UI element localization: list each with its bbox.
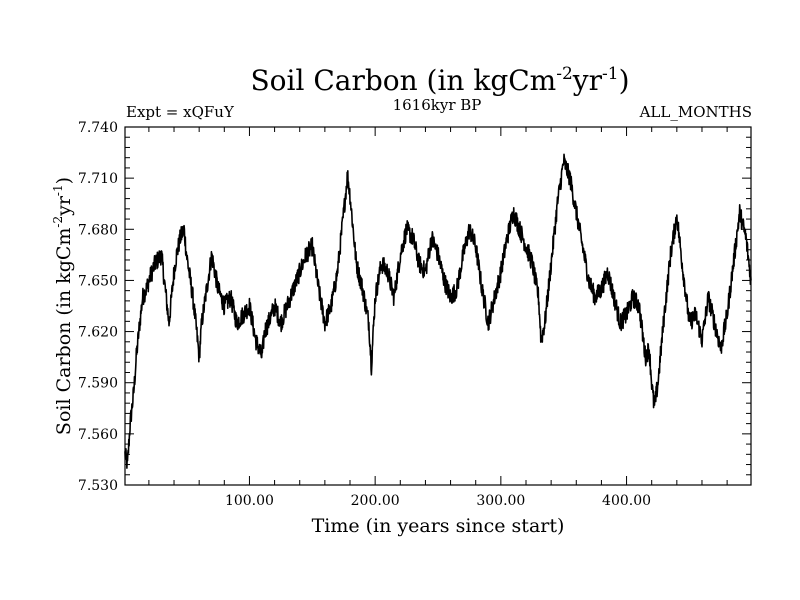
months-label: ALL_MONTHS xyxy=(639,103,752,121)
x-tick-label: 200.00 xyxy=(351,493,400,509)
y-tick-label: 7.650 xyxy=(78,273,118,289)
y-axis-label: Soil Carbon (in kgCm-2yr-1) xyxy=(51,177,75,435)
title-end: ) xyxy=(619,64,630,97)
title-sup-2: -1 xyxy=(602,64,619,84)
y-label-end: ) xyxy=(53,177,75,184)
expt-label: Expt = xQFuY xyxy=(126,103,235,121)
plot-frame xyxy=(124,126,752,486)
y-tick-label: 7.740 xyxy=(78,120,118,136)
data-layer xyxy=(124,153,752,469)
y-tick-label: 7.620 xyxy=(78,325,118,341)
x-tick-label: 300.00 xyxy=(476,493,525,509)
ticks-layer: 7.530 7.560 7.590 7.620 7.650 7.680 7.710 7.740… xyxy=(78,120,751,509)
x-axis-label: Time (in years since start) xyxy=(312,515,565,537)
y-label-sup-1: -2 xyxy=(51,216,65,228)
y-tick-label: 7.710 xyxy=(78,171,118,187)
x-tick-label: 100.00 xyxy=(225,493,274,509)
y-tick-label: 7.680 xyxy=(78,222,118,238)
title-sup-1: -2 xyxy=(556,64,573,84)
period-label: 1616kyr BP xyxy=(393,96,482,114)
chart-title: Soil Carbon (in kgCm-2yr-1) xyxy=(250,64,629,97)
title-mid: yr xyxy=(572,64,603,97)
y-tick-label: 7.560 xyxy=(78,427,118,443)
y-tick-label: 7.590 xyxy=(78,376,118,392)
x-tick-label: 400.00 xyxy=(602,493,651,509)
y-label-mid: yr xyxy=(53,195,75,217)
soil-carbon-series-line xyxy=(124,153,752,469)
y-tick-label: 7.530 xyxy=(78,478,118,494)
y-label-sup-2: -1 xyxy=(51,184,65,196)
